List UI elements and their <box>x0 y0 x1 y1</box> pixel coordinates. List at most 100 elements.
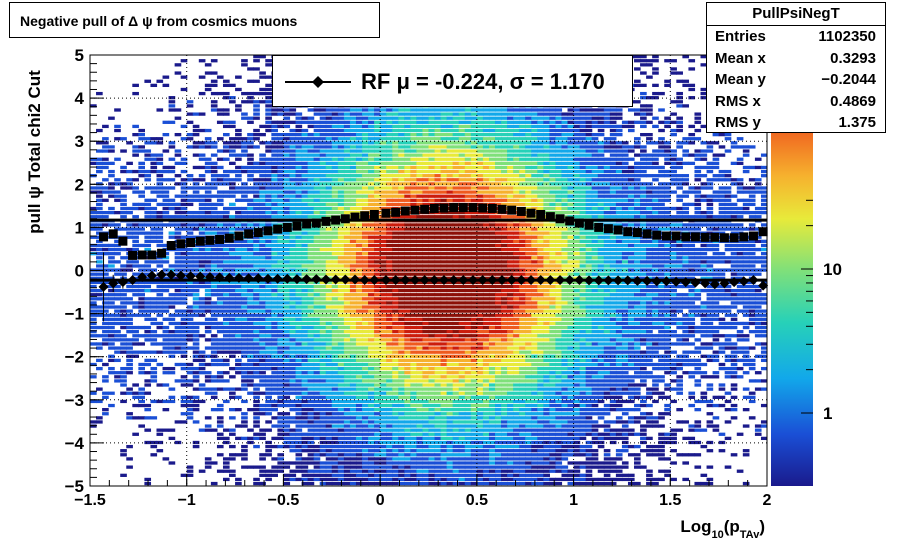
diamond-marker <box>390 274 401 285</box>
legend-box: RF μ = -0.224, σ = 1.170 <box>272 55 633 107</box>
diamond-marker <box>146 270 157 281</box>
legend-text: RF μ = -0.224, σ = 1.170 <box>361 69 605 94</box>
x-tick-label: −1 <box>178 492 196 509</box>
diamond-marker <box>574 274 585 285</box>
square-marker <box>449 203 459 213</box>
diamond-marker <box>409 274 420 285</box>
square-marker <box>311 218 321 228</box>
diamond-marker <box>330 274 341 285</box>
y-tick-label: 0 <box>75 262 84 281</box>
diamond-marker <box>535 274 546 285</box>
square-marker <box>381 208 391 218</box>
stats-label: Mean x <box>715 49 766 67</box>
square-marker <box>215 234 225 244</box>
diamond-marker <box>175 270 186 281</box>
square-marker <box>565 216 575 226</box>
chart-title: Negative pull of Δ ψ from cosmics muons <box>20 13 298 29</box>
square-marker <box>118 236 128 246</box>
diamond-marker <box>593 275 604 286</box>
diamond-marker <box>497 274 508 285</box>
stats-label: RMS y <box>715 114 761 132</box>
square-marker <box>758 227 768 237</box>
square-marker <box>302 219 312 229</box>
square-marker <box>603 224 613 234</box>
square-marker <box>439 203 449 213</box>
stats-box: PullPsiNegT Entries 1102350 Mean x 0.329… <box>706 2 886 133</box>
grid-lines <box>90 55 767 486</box>
x-tick-label: 0 <box>376 492 385 509</box>
diamond-marker <box>340 274 351 285</box>
diamond-marker <box>253 273 264 284</box>
square-marker <box>137 250 147 260</box>
square-marker <box>99 232 109 242</box>
diamond-marker <box>700 278 711 289</box>
diamond-marker <box>555 274 566 285</box>
diamond-marker <box>262 273 273 284</box>
square-marker <box>282 222 292 232</box>
square-marker <box>195 236 205 246</box>
y-tick-label: −2 <box>65 348 84 367</box>
diamond-marker <box>429 274 440 285</box>
diamond-marker <box>632 275 643 286</box>
stats-value: 1.375 <box>838 114 876 132</box>
square-marker <box>507 205 517 215</box>
y-tick-label: −4 <box>65 434 85 453</box>
colorbar-tick-label: 1 <box>823 404 832 423</box>
diamond-marker <box>758 280 769 291</box>
square-marker <box>719 233 729 243</box>
square-marker <box>584 220 594 230</box>
diamond-marker <box>137 271 148 282</box>
x-tick-label: 1 <box>569 492 578 509</box>
x-axis-title: Log10(pTAv) <box>680 517 765 540</box>
y-tick-label: 1 <box>75 218 84 237</box>
x-tick-label: −0.5 <box>268 492 300 509</box>
square-marker <box>594 222 604 232</box>
square-marker <box>147 250 157 260</box>
stats-label: Entries <box>715 28 766 45</box>
diamond-marker <box>651 276 662 287</box>
square-marker <box>391 207 401 217</box>
y-tick-label: 5 <box>75 46 84 65</box>
diamond-marker <box>166 269 177 280</box>
square-marker <box>661 231 671 241</box>
legend-marker <box>285 76 351 88</box>
x-tick-label: −1.5 <box>74 492 106 509</box>
diamond-marker <box>622 275 633 286</box>
square-marker <box>224 233 234 243</box>
stats-value: 0.3293 <box>830 49 876 67</box>
stats-row-mean-y: Mean y −0.2044 <box>707 69 885 91</box>
diamond-marker <box>661 276 672 287</box>
diamond-marker <box>680 277 691 288</box>
diamond-marker <box>419 274 430 285</box>
colorbar-tick-label: 10 <box>823 260 842 279</box>
diamond-marker <box>506 274 517 285</box>
stats-row-rms-x: RMS x 0.4869 <box>707 91 885 113</box>
square-marker <box>681 232 691 242</box>
y-tick-label: 2 <box>75 175 84 194</box>
square-marker <box>748 231 758 241</box>
diamond-marker <box>748 274 759 285</box>
diamond-marker <box>564 274 575 285</box>
square-marker <box>400 206 410 216</box>
square-marker <box>536 209 546 219</box>
diamond-marker <box>214 272 225 283</box>
square-marker <box>331 215 341 225</box>
square-marker <box>350 212 360 222</box>
square-marker <box>623 227 633 237</box>
diamond-marker <box>516 274 527 285</box>
diamond-marker <box>233 272 244 283</box>
stats-name: PullPsiNegT <box>707 3 885 26</box>
chart-title-box: Negative pull of Δ ψ from cosmics muons <box>9 2 380 38</box>
square-marker <box>642 229 652 239</box>
square-marker <box>700 232 710 242</box>
square-marker <box>157 248 167 258</box>
stats-row-mean-x: Mean x 0.3293 <box>707 48 885 70</box>
square-marker <box>244 229 254 239</box>
square-marker <box>497 204 507 214</box>
diamond-marker <box>98 281 109 292</box>
square-marker <box>555 214 565 224</box>
square-marker <box>108 229 118 239</box>
diamond-marker <box>458 274 469 285</box>
diamond-marker <box>311 274 322 285</box>
square-marker <box>321 216 331 226</box>
